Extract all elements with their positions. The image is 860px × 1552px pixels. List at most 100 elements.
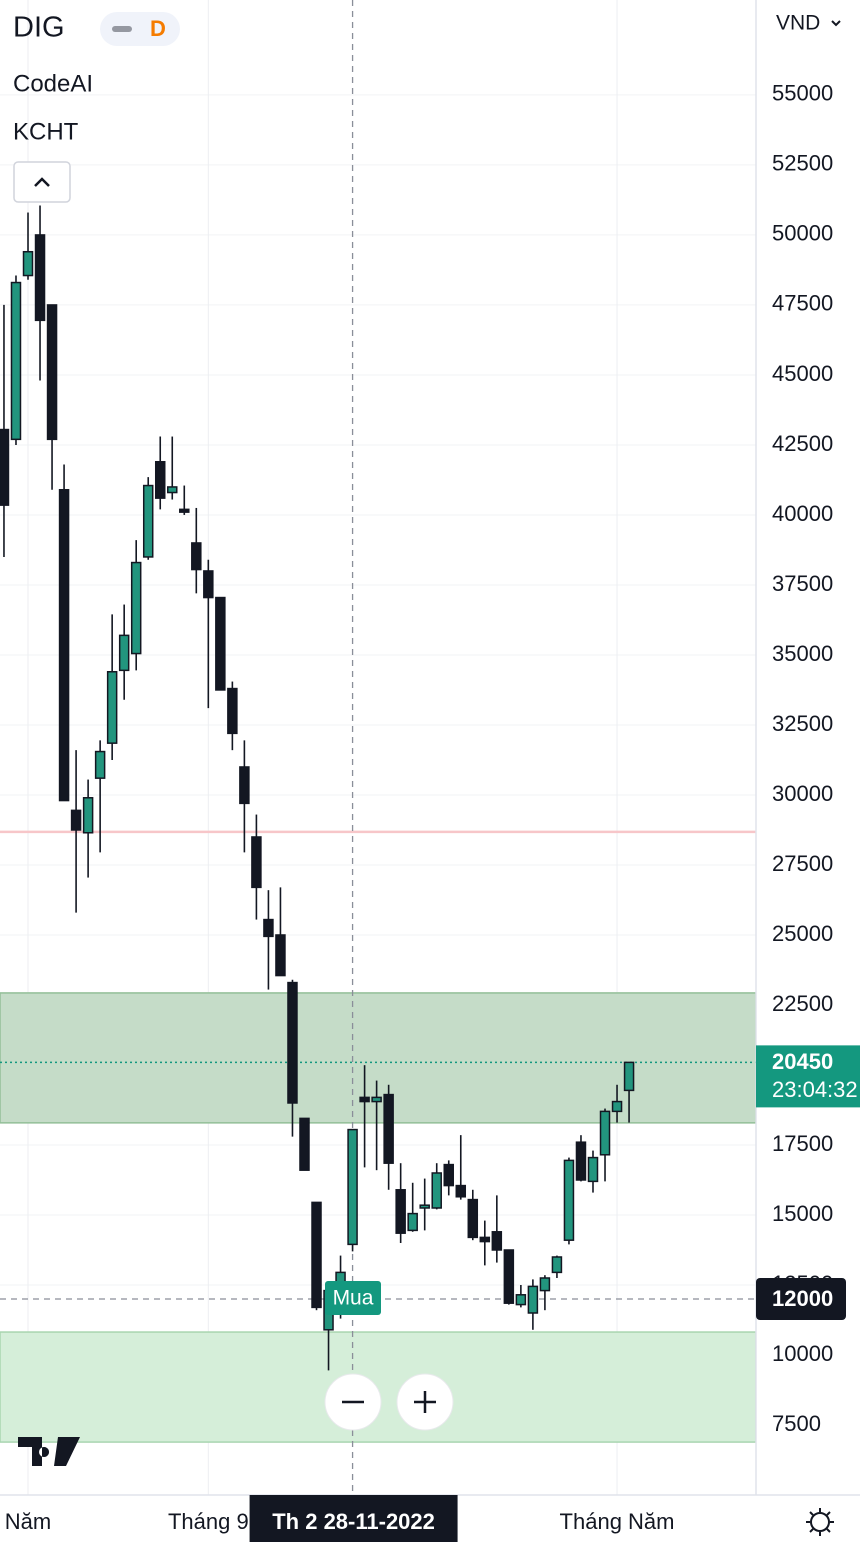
candle-body [407,1212,418,1232]
candle-body [34,234,46,322]
candle-body [179,508,190,513]
candle-body [443,1163,454,1187]
candle-body [130,561,142,655]
candle-body [94,750,106,779]
interval: D [150,16,166,41]
y-tick-label: 55000 [772,81,833,106]
y-tick-label: 37500 [772,571,833,596]
candle-body [22,250,34,277]
zoom-in-icon [414,1391,436,1413]
y-tick-label: 30000 [772,781,833,806]
y-tick-label: 32500 [772,711,833,736]
candle-body [251,836,262,889]
y-tick-label: 17500 [772,1131,833,1156]
zone [0,1331,757,1443]
candle-body [455,1184,467,1198]
y-tick-label: 15000 [772,1201,833,1226]
collapse-button[interactable] [13,161,71,203]
currency-caret [831,20,841,27]
candle-body [287,981,298,1104]
candle-body [467,1198,479,1239]
candle-body [203,570,214,599]
candle-body [299,1117,310,1171]
pill-dash [112,26,132,32]
currency: VND [776,12,820,35]
y-tick-label: 7500 [772,1411,821,1436]
candle-body [191,542,202,571]
candle-body [118,634,130,672]
signal-box [325,1281,381,1315]
candle-body [106,671,118,744]
x-tick-label: Năm [5,1509,51,1534]
x-tick-label: Tháng 9 [168,1509,249,1534]
candle-body [311,1201,322,1309]
y-tick-label: 40000 [772,501,833,526]
candle-body [239,766,250,805]
candle-body [275,934,286,977]
candle-body [359,1096,370,1103]
y-tick-label: 10000 [772,1341,833,1366]
candle-body [611,1100,623,1113]
y-tick-label: 25000 [772,921,833,946]
candle-body [539,1277,551,1292]
y-tick-label: 35000 [772,641,833,666]
candle-body [551,1256,563,1274]
crosshair-price-box [756,1277,846,1320]
settings-teeth [806,1508,834,1536]
y-tick-label: 47500 [772,291,833,316]
signal-label: Mua [333,1287,374,1310]
candle-body [599,1110,611,1156]
candle-body [431,1172,442,1209]
indicator-label: CodeAI [13,70,93,97]
y-tick-label: 50000 [772,221,833,246]
y-tick-label: 27500 [772,851,833,876]
last-price-label: 20450 [772,1049,833,1074]
candle-body [479,1236,491,1243]
crosshair-price-label: 12000 [772,1286,833,1311]
candle-body [491,1231,503,1251]
candle-body [527,1285,539,1314]
candle-body [395,1189,406,1234]
candle-body [575,1141,587,1181]
candle-body [167,486,178,494]
candle-body [215,596,226,691]
candle-body [587,1156,599,1183]
candle-body [371,1096,382,1103]
candle-body [70,809,82,831]
candle-body [563,1159,575,1241]
tradingview-logo [18,1437,80,1466]
candle-body [335,1271,346,1283]
candle-body [142,484,154,558]
settings-icon[interactable] [810,1512,830,1532]
candle-body [154,460,166,499]
indicator-label: KCHT [13,118,79,145]
plot-area [0,0,860,1495]
candle-body [263,918,274,938]
last-price-box [756,1045,860,1108]
crosshair-date-label: Th 2 28-11-2022 [272,1509,435,1534]
y-tick-label: 22500 [772,991,833,1016]
candle-body [82,797,94,834]
interval-pill [100,12,180,46]
candle-body [0,428,10,506]
y-tick-label: 52500 [772,151,833,176]
zone [0,992,757,1124]
crosshair-date-box [249,1495,458,1542]
y-tick-label: 42500 [772,431,833,456]
candle-body [419,1204,430,1209]
candle-body [503,1249,515,1304]
y-tick-label: 45000 [772,361,833,386]
candle-body [227,687,238,735]
x-tick-label: Tháng Năm [560,1509,675,1534]
candle-body [623,1061,635,1092]
candle-body [10,281,22,441]
candle-body [58,488,70,802]
price-axis [756,0,860,1495]
candle-body [515,1294,527,1306]
candle-body [46,304,58,441]
symbol: DIG [13,12,65,44]
collapse-icon [34,177,50,187]
